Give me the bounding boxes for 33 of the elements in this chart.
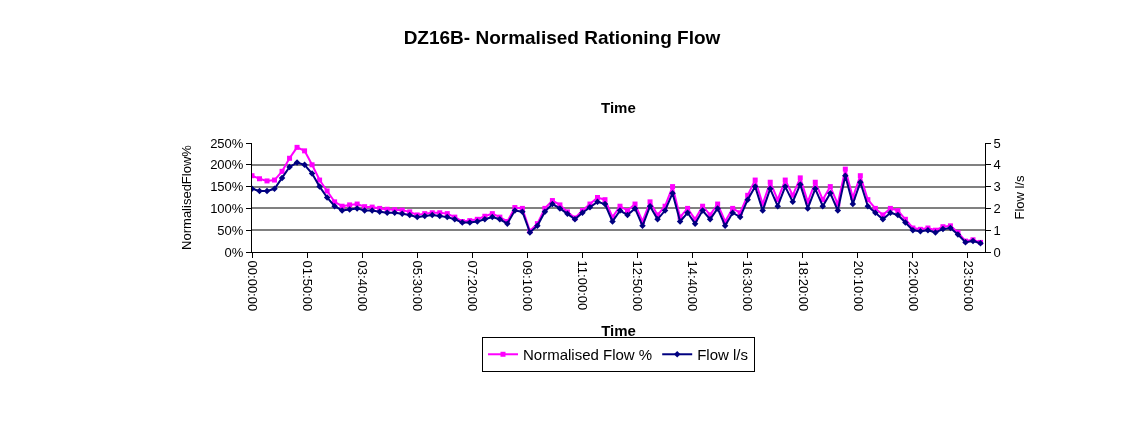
y2-tick-label: 5 — [993, 135, 1001, 151]
x-tick-label: 11:00:00 — [575, 260, 591, 311]
x-axis-title: Time — [601, 322, 636, 340]
x-tick-label: 20:10:00 — [850, 260, 866, 312]
x-tick-label: 05:30:00 — [410, 260, 426, 312]
x-tick-label: 07:20:00 — [465, 260, 481, 312]
x-tick-label: 23:50:00 — [960, 260, 976, 312]
y-tick-label: 0% — [224, 244, 244, 260]
y2-tick-label: 4 — [993, 157, 1001, 173]
y2-tick-label: 2 — [993, 200, 1001, 216]
x-tick-label: 18:20:00 — [795, 260, 811, 312]
y2-tick-label: 3 — [993, 179, 1001, 195]
y2-tick-label: 1 — [993, 222, 1001, 238]
legend-label: Flow l/s — [697, 346, 749, 364]
chart-subtitle: Time — [601, 99, 636, 116]
y-tick-label: 50% — [217, 222, 244, 238]
x-tick-label: 01:50:00 — [299, 260, 315, 312]
x-tick-label: 22:00:00 — [905, 260, 921, 312]
x-tick-label: 14:40:00 — [685, 260, 701, 312]
y2-axis-title: Flow l/s — [1012, 174, 1028, 220]
y-tick-label: 150% — [210, 179, 244, 195]
y2-tick-label: 0 — [993, 244, 1001, 260]
x-tick-label: 03:40:00 — [354, 260, 370, 312]
y-tick-label: 100% — [210, 200, 244, 216]
x-tick-label: 16:30:00 — [740, 260, 756, 312]
x-tick-label: 12:50:00 — [630, 260, 646, 312]
y-tick-label: 200% — [210, 157, 244, 173]
y-axis-title: NormalisedFlow% — [179, 144, 195, 250]
legend-label: Normalised Flow % — [523, 346, 653, 364]
chart-title: DZ16B- Normalised Rationing Flow — [403, 27, 721, 49]
x-tick-label: 00:00:00 — [244, 260, 260, 312]
y-tick-label: 250% — [210, 135, 244, 151]
x-tick-label: 09:10:00 — [520, 260, 536, 312]
